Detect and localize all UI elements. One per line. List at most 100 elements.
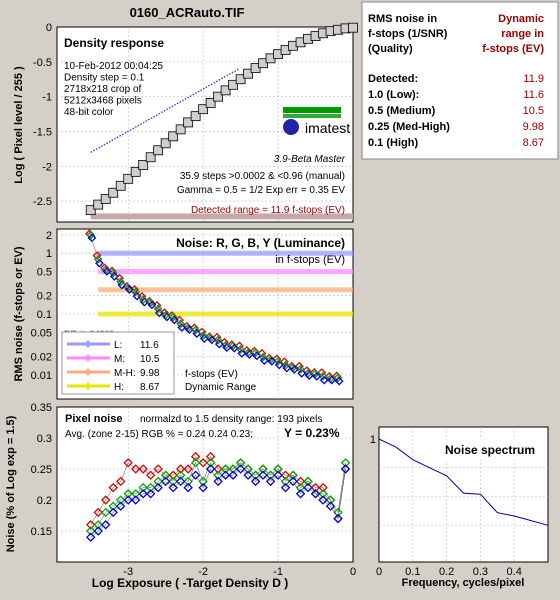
pixel-point-B (318, 495, 328, 505)
noise-ylabel: RMS noise (f-stops or EV) (13, 246, 25, 381)
table-row-label: 0.25 (Med-High) (368, 121, 450, 133)
density-point (153, 145, 164, 156)
density-point (348, 22, 358, 33)
density-point (145, 152, 156, 163)
spectrum-xtick: 0.2 (439, 566, 454, 578)
noise-point (297, 368, 307, 378)
pixel-point-R (205, 451, 216, 462)
noise-point (207, 335, 217, 345)
pixel-point-R (190, 451, 201, 462)
pixel-point-B (183, 482, 193, 493)
noise-point (259, 356, 269, 366)
pixel-point-R (93, 507, 103, 518)
pixel-point-G (325, 495, 336, 505)
noise-point (102, 266, 112, 276)
detected-range-text: Detected range = 11.9 f-stops (EV) (191, 205, 345, 216)
noise-point (199, 334, 209, 343)
noise-point (244, 350, 254, 359)
pixel-point-B (228, 470, 238, 480)
density-info-line: 10-Feb-2012 00:04:25 (64, 61, 163, 72)
gamma-text: Gamma = 0.5 = 1/2 Exp err = 0.35 EV (177, 185, 345, 196)
legend-value-0: 11.6 (140, 340, 159, 351)
table-rows: Detected: 11.9 1.0 (Low): 11.6 0.5 (Medium) 1… (368, 73, 544, 149)
spectrum-xtick: 0.1 (405, 566, 420, 578)
noise-point (289, 365, 299, 374)
legend-label-3: H: (114, 382, 124, 393)
density-point (198, 104, 209, 115)
density-yticks: 0 -0.5 -1 -1.5 -2 -2.5 (33, 22, 52, 208)
pixel-ytick: 0.2 (37, 495, 52, 507)
density-point (228, 79, 239, 90)
noise-point (252, 351, 262, 361)
pixel-point-R (145, 470, 156, 480)
pixel-point-G (153, 476, 163, 487)
legend-marker-1 (84, 354, 92, 362)
pixel-point-G (258, 464, 268, 474)
pixel-xtick: 0 (350, 566, 356, 578)
noise-legend: L: 11.6 M: 10.5 M-H: 9.98 H: 8.67 (67, 340, 160, 393)
density-point (205, 98, 216, 108)
density-point (168, 131, 179, 142)
threshold-band-1 (98, 269, 354, 274)
table-header-1: RMS noise in (368, 13, 437, 25)
pixel-point-B (123, 495, 133, 505)
noise-point (184, 325, 194, 335)
density-point (85, 205, 96, 216)
pixel-point-R (100, 495, 111, 505)
pixel-point-G (93, 520, 103, 530)
noise-point (257, 348, 267, 358)
density-reference-line (90, 68, 240, 153)
density-ylabel: Log ( Pixel level / 255 ) (13, 66, 25, 184)
noise-ytick: 0.01 (31, 370, 52, 382)
threshold-band-0 (98, 250, 354, 256)
pixel-point-R (198, 458, 208, 468)
spectrum-marks (378, 438, 549, 526)
steps-text: 35.9 steps >0.0002 & <0.96 (manual) (180, 171, 345, 182)
legend-label-2: M-H: (114, 368, 136, 379)
noise-ytick: 1 (46, 248, 52, 260)
noise-point (94, 258, 104, 268)
file-title: 0160_ACRauto.TIF (130, 5, 245, 20)
pixel-point-G (340, 458, 351, 468)
spectrum-xtick: 0.3 (473, 566, 488, 578)
pixel-point-G (160, 470, 171, 480)
noise-point (138, 295, 148, 305)
pixel-point-B (288, 476, 298, 487)
density-info-line: Density step = 0.1 (64, 73, 145, 84)
noise-point (304, 371, 314, 381)
table-header-right-1: Dynamic (498, 13, 544, 25)
pixel-point-G (145, 482, 156, 493)
spectrum-xtick: 0.4 (507, 566, 522, 578)
table-row-label: 0.5 (Medium) (368, 105, 436, 117)
pixel-point-B (100, 520, 111, 530)
pixel-panel-title: Pixel noise (65, 413, 122, 425)
noise-threshold-bands (98, 250, 354, 317)
density-point (130, 166, 141, 177)
pixel-ytick: 0.3 (37, 433, 52, 445)
pixel-point-G (333, 507, 343, 518)
pixel-point-G (115, 495, 126, 505)
noise-point (176, 319, 186, 329)
version-text: 3.9-Beta Master (274, 154, 346, 165)
noise-point (93, 254, 103, 264)
pixel-point-G (295, 482, 306, 493)
table-row-label: Detected: (368, 73, 418, 85)
detected-range-bar (90, 213, 353, 220)
table-row-label: 0.1 (High) (368, 137, 418, 149)
pixel-point-B (325, 501, 336, 511)
pixel-point-R (108, 482, 118, 493)
noise-point (279, 357, 289, 367)
pixel-point-G (86, 526, 96, 536)
density-point (138, 159, 149, 170)
pixel-xlabel: Log Exposure ( -Target Density D ) (92, 576, 288, 590)
table-row-label: 1.0 (Low): (368, 89, 419, 101)
noise-point (281, 360, 290, 370)
pixel-point-B (175, 476, 186, 487)
noise-point (109, 271, 119, 281)
pixel-point-B (280, 482, 291, 493)
pixel-point-G (318, 489, 328, 499)
pixel-point-R (130, 464, 141, 474)
density-point (115, 180, 126, 191)
pixel-point-R (213, 464, 223, 474)
